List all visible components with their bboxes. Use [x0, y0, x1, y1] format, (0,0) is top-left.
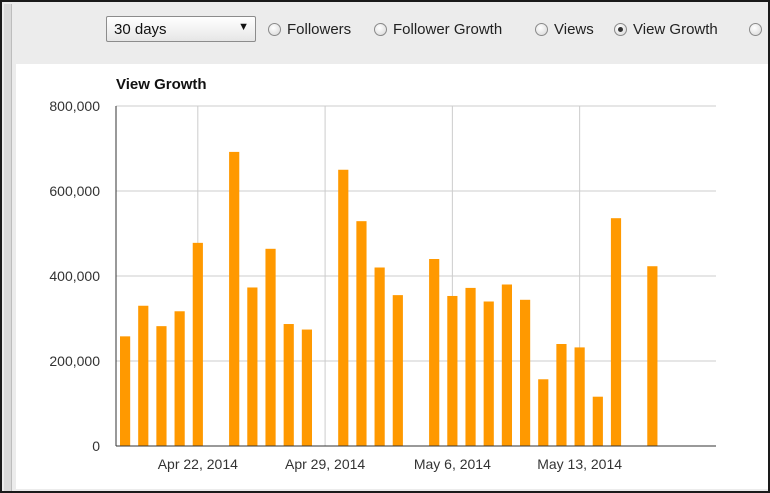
radio-button-icon[interactable] [535, 22, 548, 36]
left-border [4, 4, 12, 491]
bar [265, 248, 276, 446]
bar [465, 287, 476, 446]
x-tick-label: Apr 29, 2014 [285, 456, 365, 472]
bar [538, 379, 549, 446]
radio-button-icon[interactable] [374, 22, 387, 36]
bar [138, 305, 149, 446]
y-tick-label: 800,000 [49, 98, 100, 114]
chart-panel: View Growth 0 200,000 400,000 600,000 800,00… [16, 64, 768, 489]
radio-follower-growth-label: Follower Growth [393, 20, 503, 38]
bar [120, 336, 131, 446]
bar [429, 259, 440, 446]
bar [520, 299, 531, 446]
radio-button-icon[interactable] [749, 22, 762, 36]
x-tick-label: Apr 22, 2014 [158, 456, 238, 472]
time-range-value: 30 days [114, 21, 167, 38]
radio-views[interactable]: Views [535, 19, 594, 39]
view-growth-chart: 0 200,000 400,000 600,000 800,000 Apr 22, 201… [49, 98, 716, 472]
time-range-select[interactable]: 30 days ▼ [106, 16, 256, 42]
bar [156, 326, 167, 446]
bar [301, 329, 312, 446]
triangle-down-icon: ▼ [238, 21, 249, 33]
bar [356, 221, 367, 446]
y-tick-label: 200,000 [49, 353, 100, 369]
y-tick-label: 0 [92, 438, 100, 454]
bar [229, 151, 240, 446]
x-tick-label: May 6, 2014 [414, 456, 491, 472]
metric-toolbar: 30 days ▼ Followers Follower Growth View… [12, 4, 766, 62]
bar [610, 218, 622, 446]
bar [283, 324, 294, 446]
bar [574, 347, 585, 446]
radio-button-icon[interactable] [268, 22, 281, 36]
bar [374, 267, 385, 446]
bar [338, 169, 349, 446]
bar [556, 344, 567, 446]
bar [392, 295, 403, 446]
radio-view-growth[interactable]: View Growth [614, 19, 718, 39]
radio-more[interactable] [749, 19, 762, 39]
bar [247, 287, 258, 446]
chart-title: View Growth [116, 76, 207, 93]
y-tick-label: 600,000 [49, 183, 100, 199]
bar [192, 242, 203, 446]
radio-followers-label: Followers [287, 20, 352, 38]
bar [174, 311, 185, 446]
x-tick-label: May 13, 2014 [537, 456, 622, 472]
bar [447, 295, 458, 446]
bar [592, 396, 603, 446]
bar [647, 266, 658, 446]
radio-follower-growth[interactable]: Follower Growth [374, 19, 502, 39]
bar [483, 301, 494, 446]
y-tick-label: 400,000 [49, 268, 100, 284]
radio-view-growth-label: View Growth [633, 20, 718, 38]
radio-button-selected-icon[interactable] [614, 22, 627, 36]
bar [501, 284, 512, 446]
radio-followers[interactable]: Followers [268, 19, 351, 39]
radio-views-label: Views [554, 20, 594, 38]
